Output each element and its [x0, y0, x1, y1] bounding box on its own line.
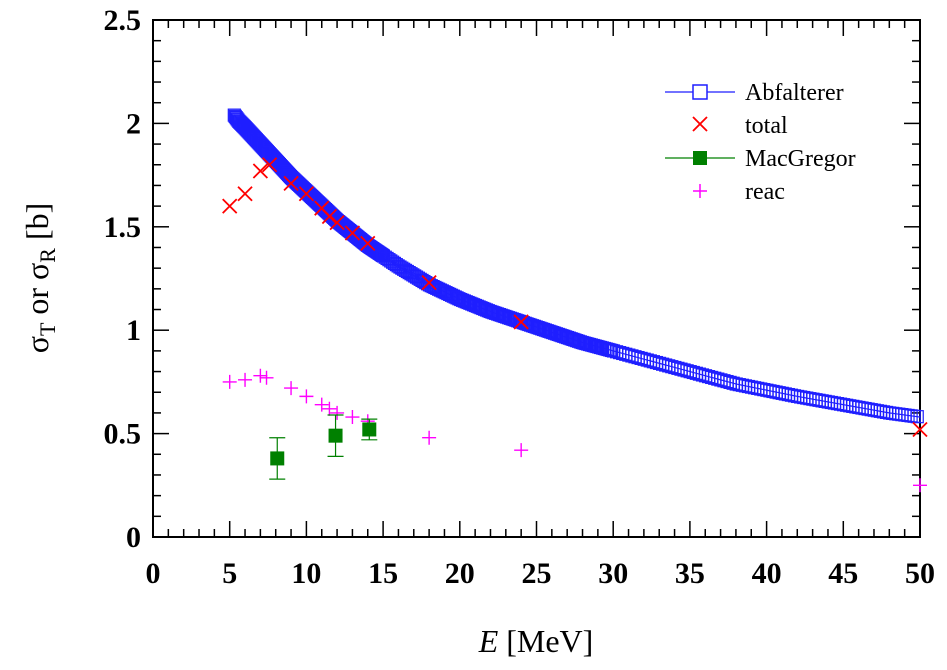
- legend-entry-abfalterer: Abfalterer: [665, 80, 844, 106]
- reac-point: [284, 381, 299, 396]
- legend-marker-abfalterer: [692, 84, 708, 100]
- y-axis-title-or: or: [19, 280, 55, 323]
- reac-point: [422, 430, 437, 445]
- x-tick-label: 0: [146, 557, 161, 590]
- y-axis-title-sigma-r: σ: [19, 263, 55, 280]
- x-tick-label: 15: [368, 557, 398, 590]
- total-point: [321, 208, 338, 225]
- reac-point: [514, 443, 529, 458]
- legend-label-total: total: [745, 113, 788, 139]
- series-macgregor: [269, 414, 378, 480]
- x-tick-label: 45: [828, 557, 858, 590]
- x-tick-label: 20: [445, 557, 475, 590]
- x-tick-label: 25: [522, 557, 552, 590]
- x-axis-title-variable: E: [478, 623, 499, 659]
- abfalterer-point: [910, 410, 924, 424]
- series-abfalterer: [227, 108, 924, 424]
- total-point: [261, 157, 278, 173]
- legend-entry-macgregor: MacGregor: [665, 146, 856, 172]
- legend-marker-reac: [693, 184, 707, 198]
- macgregor-point: [362, 422, 377, 437]
- legend-marker-total: [692, 116, 708, 132]
- total-point: [344, 225, 361, 241]
- x-tick-label: 5: [222, 557, 237, 590]
- total-point: [252, 163, 269, 179]
- y-tick-label: 2: [126, 107, 141, 140]
- legend-label-reac: reac: [745, 179, 785, 205]
- legend-marker-macgregor: [693, 151, 707, 165]
- macgregor-point: [270, 451, 285, 466]
- x-axis-title-unit: [MeV]: [498, 623, 593, 659]
- legend-entry-reac: reac: [693, 179, 785, 205]
- axis-ticks: 0 5 10 15 20 25 30 35 40 45 50 0 0.5 1 1.5 2 2.5: [104, 4, 936, 590]
- y-axis-title-unit: [b]: [19, 203, 55, 248]
- y-tick-label: 2.5: [104, 4, 142, 37]
- macgregor-point: [328, 428, 343, 443]
- total-point: [912, 421, 928, 438]
- total-point: [329, 215, 345, 231]
- x-tick-label: 40: [752, 557, 782, 590]
- y-axis-title-sub-r: R: [35, 248, 60, 263]
- reac-point: [253, 368, 268, 383]
- x-tick-label: 35: [675, 557, 705, 590]
- reac-point: [314, 397, 329, 412]
- reac-point: [330, 405, 345, 420]
- y-axis-title-sigma-t: σ: [19, 336, 55, 353]
- reac-point: [259, 370, 274, 385]
- legend-label-abfalterer: Abfalterer: [745, 80, 844, 106]
- legend-entry-total: total: [692, 113, 788, 139]
- reac-point: [299, 389, 314, 404]
- y-tick-label: 1.5: [104, 211, 142, 244]
- reac-point: [238, 372, 253, 387]
- total-point: [222, 198, 238, 214]
- series-total: [222, 157, 928, 438]
- x-tick-label: 30: [598, 557, 628, 590]
- legend: Abfalterer total MacGregor reac: [665, 80, 856, 205]
- reac-point: [913, 478, 927, 493]
- y-tick-label: 1: [126, 314, 141, 347]
- y-axis-title: σT or σR [b]: [19, 203, 60, 354]
- data-series: [222, 108, 928, 493]
- y-tick-label: 0.5: [104, 418, 142, 451]
- legend-label-macgregor: MacGregor: [745, 146, 856, 172]
- x-tick-label: 10: [291, 557, 321, 590]
- reac-point: [322, 401, 337, 416]
- total-point: [283, 175, 299, 192]
- total-point: [298, 186, 315, 202]
- x-axis-title: E [MeV]: [478, 623, 594, 659]
- y-axis-title-sub-t: T: [35, 322, 60, 336]
- x-tick-label: 50: [905, 557, 935, 590]
- y-tick-label: 0: [126, 521, 141, 554]
- reac-point: [222, 374, 237, 389]
- series-reac: [222, 368, 927, 493]
- total-point: [237, 186, 253, 202]
- reac-point: [345, 410, 360, 425]
- total-point: [513, 314, 529, 330]
- total-point: [421, 274, 437, 291]
- total-point: [360, 235, 376, 251]
